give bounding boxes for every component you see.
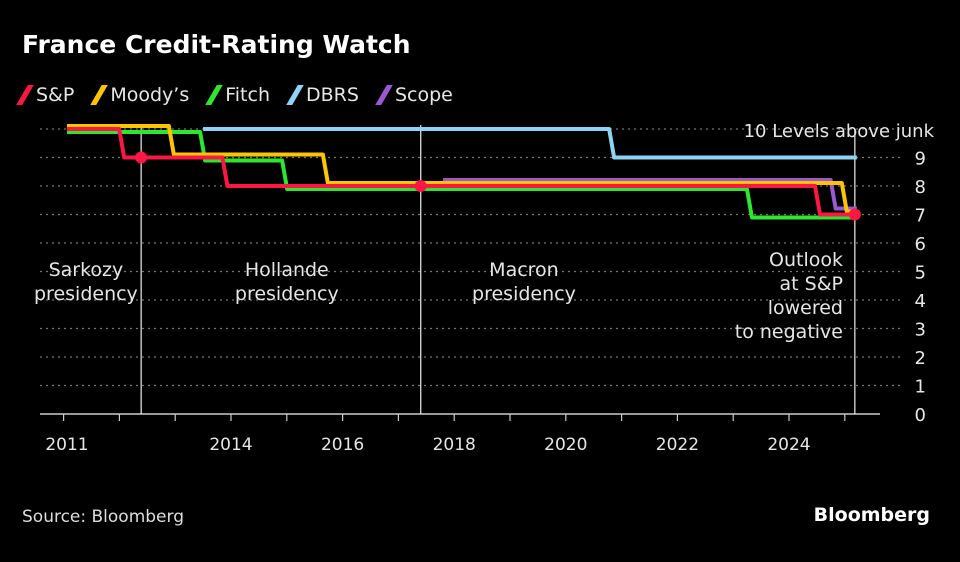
annotation-text: presidency bbox=[34, 283, 138, 305]
y-tick-label: 5 bbox=[915, 263, 926, 284]
legend-item: DBRS bbox=[286, 84, 359, 106]
legend-label: Moody’s bbox=[110, 84, 190, 106]
legend: S&P Moody’s Fitch DBRS Scope bbox=[16, 84, 453, 106]
x-tick-label: 2014 bbox=[209, 435, 252, 455]
annotation-text: at S&P bbox=[780, 273, 843, 295]
series-line-scope bbox=[443, 178, 857, 211]
annotation-text: lowered bbox=[768, 297, 843, 319]
series-line-fitch bbox=[66, 130, 857, 220]
x-tick-label: 2022 bbox=[656, 435, 699, 455]
legend-label: Fitch bbox=[225, 84, 270, 106]
y-tick-label: 8 bbox=[915, 177, 926, 198]
y-tick-label: 4 bbox=[915, 291, 926, 312]
event-marker bbox=[414, 180, 427, 192]
series-line-moodys bbox=[66, 124, 857, 214]
y-tick-label: 2 bbox=[915, 348, 926, 369]
legend-item: S&P bbox=[16, 84, 75, 106]
bloomberg-logo: Bloomberg bbox=[813, 504, 930, 526]
annotation-text: Macron bbox=[489, 259, 559, 281]
y-tick-label: 0 bbox=[915, 405, 926, 426]
y-tick-label: 1 bbox=[915, 377, 926, 398]
annotation-text: to negative bbox=[735, 321, 843, 343]
series-line-dbrs bbox=[203, 127, 857, 160]
y-tick-label: 6 bbox=[915, 234, 926, 255]
annotation-text: presidency bbox=[235, 283, 339, 305]
x-tick-label: 2024 bbox=[767, 435, 810, 455]
legend-item: Scope bbox=[375, 84, 453, 106]
annotation-text: Outlook bbox=[769, 249, 843, 271]
x-tick-label: 2016 bbox=[321, 435, 364, 455]
legend-label: DBRS bbox=[306, 84, 359, 106]
source-note: Source: Bloomberg bbox=[22, 507, 184, 527]
legend-label: S&P bbox=[36, 84, 75, 106]
annotation-text: presidency bbox=[472, 283, 576, 305]
y-tick-label: 10 Levels above junk bbox=[744, 121, 935, 142]
x-tick-label: 2020 bbox=[544, 435, 587, 455]
event-marker bbox=[848, 208, 861, 221]
annotation-text: Hollande bbox=[245, 259, 329, 281]
legend-item: Moody’s bbox=[90, 84, 190, 106]
legend-item: Fitch bbox=[205, 84, 270, 106]
y-tick-label: 9 bbox=[915, 149, 926, 170]
y-tick-label: 3 bbox=[915, 320, 926, 341]
legend-label: Scope bbox=[394, 84, 453, 106]
event-marker bbox=[135, 151, 148, 164]
x-tick-label: 2011 bbox=[45, 435, 88, 455]
y-tick-label: 7 bbox=[915, 206, 926, 227]
chart-title: France Credit-Rating Watch bbox=[22, 30, 411, 59]
x-tick-label: 2018 bbox=[433, 435, 476, 455]
annotation-text: Sarkozy bbox=[49, 259, 124, 281]
series-line-sp bbox=[66, 127, 857, 217]
